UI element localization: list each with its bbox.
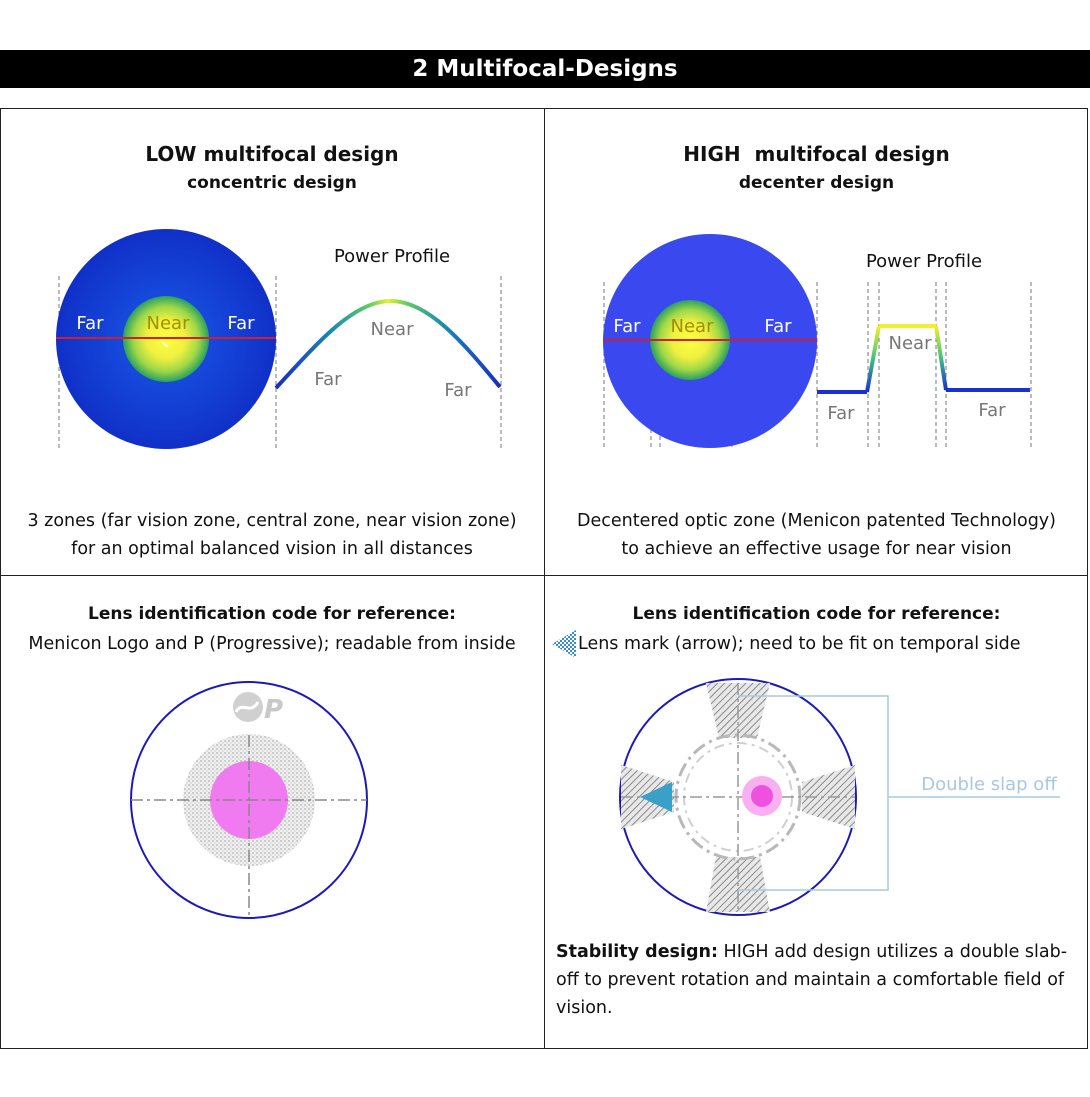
- high-far-left-label: Far: [613, 316, 641, 337]
- high-profile-title: Power Profile: [865, 251, 983, 272]
- high-profile-far-left: Far: [827, 403, 855, 424]
- svg-text:P: P: [264, 695, 283, 725]
- stability-bold-label: Stability design:: [556, 942, 718, 962]
- low-lens-diagram: [56, 229, 502, 450]
- high-far-right-label: Far: [764, 316, 792, 337]
- low-id-lens: P: [130, 681, 368, 919]
- power-profile-curve: [274, 298, 502, 390]
- high-id-lens: [619, 678, 1060, 916]
- page-title: 2 Multifocal-Designs: [0, 50, 1090, 88]
- low-design-heading: LOW multifocal design: [145, 142, 399, 166]
- low-far-left-label: Far: [76, 313, 104, 334]
- high-design-heading: HIGH multifocal design: [683, 142, 950, 166]
- low-far-right-label: Far: [227, 313, 255, 334]
- low-description-line2: for an optimal balanced vision in all di…: [71, 539, 473, 559]
- slab-off-label: Double slap off: [921, 774, 1057, 795]
- grid-divider-horizontal: [0, 575, 1088, 576]
- profile-rise: [865, 325, 881, 393]
- low-profile-far-left: Far: [314, 369, 342, 390]
- high-profile-near: Near: [888, 333, 932, 354]
- grid-divider-vertical: [544, 108, 545, 1049]
- low-profile-near: Near: [370, 319, 414, 340]
- high-description-line2: to achieve an effective usage for near v…: [621, 539, 1012, 559]
- high-profile-far-right: Far: [978, 400, 1006, 421]
- high-near-label: Near: [670, 316, 714, 337]
- low-profile-title: Power Profile: [333, 246, 451, 267]
- stability-description: Stability design: HIGH add design utiliz…: [556, 938, 1078, 1022]
- profile-fall: [934, 325, 948, 391]
- high-description-line1: Decentered optic zone (Menicon patented …: [577, 511, 1056, 531]
- menicon-logo-icon: P: [233, 692, 283, 725]
- high-id-heading: Lens identification code for reference:: [632, 604, 1001, 624]
- low-description-line1: 3 zones (far vision zone, central zone, …: [27, 511, 517, 531]
- stability-text: HIGH add design utilizes a double slab-o…: [556, 942, 1068, 1018]
- low-profile-far-right: Far: [444, 380, 472, 401]
- near-zone-inner: [751, 785, 773, 807]
- high-lens-diagram: [603, 234, 1032, 450]
- low-design-subheading: concentric design: [187, 173, 357, 193]
- lens-mark-arrow-icon: [640, 782, 672, 812]
- low-id-text: Menicon Logo and P (Progressive); readab…: [28, 634, 516, 654]
- arrow-mark-icon: [552, 630, 576, 658]
- low-id-heading: Lens identification code for reference:: [88, 604, 456, 624]
- high-design-subheading: decenter design: [738, 173, 895, 193]
- high-id-text: Lens mark (arrow); need to be fit on tem…: [578, 634, 1021, 654]
- low-near-label: Near: [146, 313, 190, 334]
- slab-bracket: [738, 695, 889, 891]
- cursor-mark: [161, 341, 169, 348]
